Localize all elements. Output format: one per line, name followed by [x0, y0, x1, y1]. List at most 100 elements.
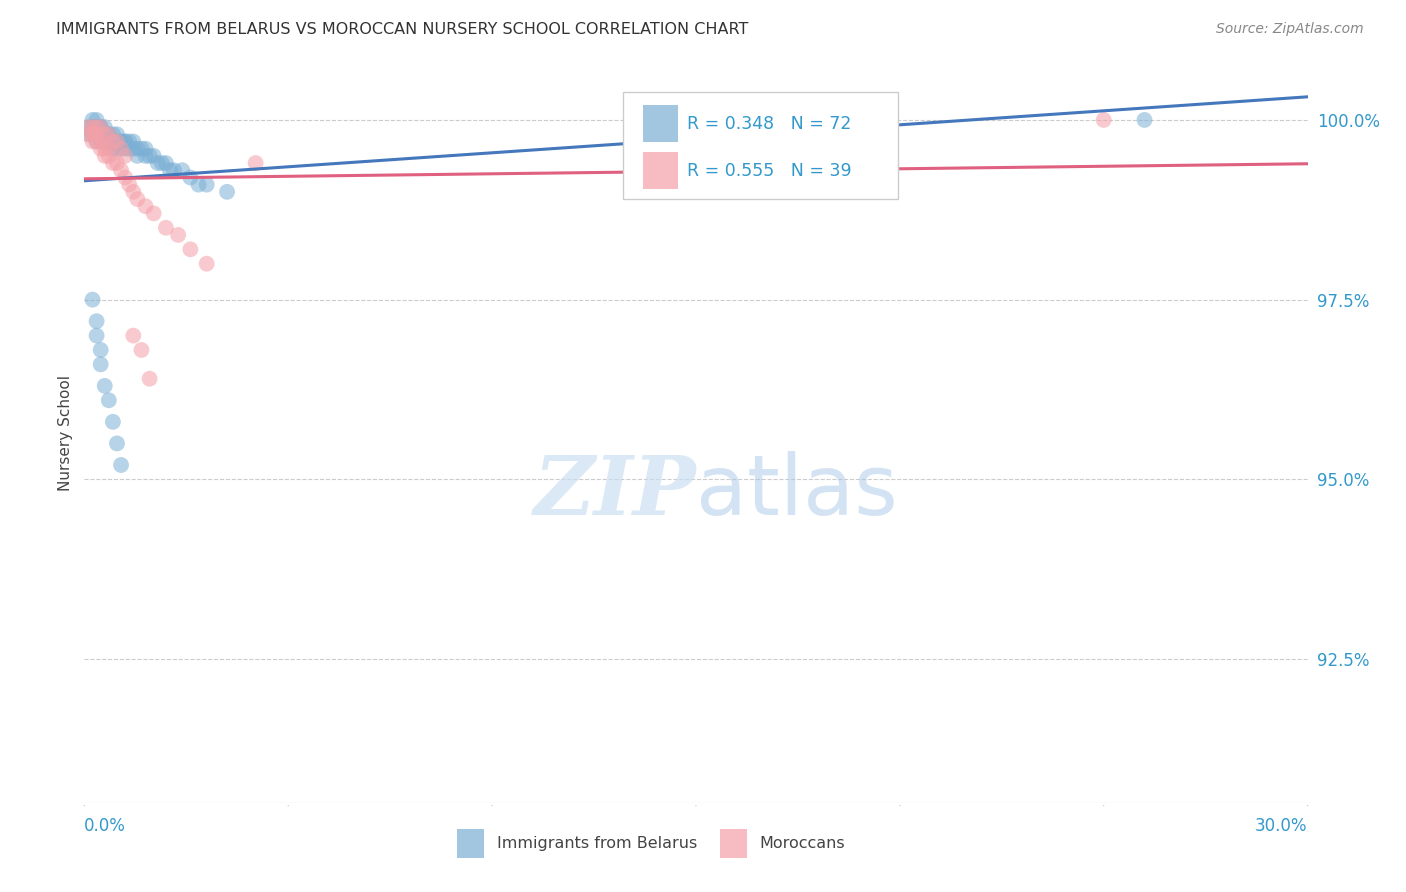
Point: [101, 135, 124, 149]
Point: [97, 135, 120, 149]
Bar: [644, 105, 678, 142]
Point: [135, 142, 157, 156]
Point: [122, 142, 145, 156]
Point: [127, 192, 149, 206]
FancyBboxPatch shape: [623, 92, 898, 200]
Point: [86, 314, 108, 328]
Point: [90, 128, 112, 142]
Point: [114, 149, 136, 163]
Point: [114, 170, 136, 185]
Point: [101, 156, 124, 170]
Point: [706, 112, 728, 127]
Point: [187, 178, 209, 192]
Point: [82, 135, 104, 149]
Point: [110, 142, 132, 156]
Point: [82, 120, 104, 135]
Point: [118, 135, 141, 149]
Point: [142, 206, 165, 220]
Point: [118, 178, 141, 192]
Point: [93, 128, 115, 142]
Point: [131, 343, 153, 357]
Point: [101, 142, 124, 156]
Text: ZIP: ZIP: [533, 452, 696, 532]
Point: [90, 128, 112, 142]
Point: [127, 149, 149, 163]
Text: 30.0%: 30.0%: [1256, 817, 1308, 835]
Point: [163, 163, 186, 178]
Point: [93, 135, 115, 149]
Point: [86, 120, 108, 135]
Point: [90, 357, 112, 371]
Text: Moroccans: Moroccans: [759, 836, 845, 851]
Point: [110, 163, 132, 178]
Point: [93, 135, 115, 149]
Point: [93, 128, 115, 142]
Point: [90, 120, 112, 135]
Point: [90, 343, 112, 357]
Point: [93, 120, 115, 135]
Point: [77, 120, 100, 135]
Point: [82, 120, 104, 135]
Point: [110, 458, 132, 472]
Point: [97, 393, 120, 408]
Point: [77, 120, 100, 135]
Point: [105, 135, 128, 149]
Point: [135, 199, 157, 213]
Point: [122, 135, 145, 149]
Text: Source: ZipAtlas.com: Source: ZipAtlas.com: [1216, 22, 1364, 37]
Point: [167, 227, 190, 242]
Point: [179, 170, 201, 185]
Point: [1133, 112, 1156, 127]
Point: [97, 135, 120, 149]
Point: [82, 128, 104, 142]
Point: [86, 120, 108, 135]
Point: [127, 142, 149, 156]
Y-axis label: Nursery School: Nursery School: [58, 375, 73, 491]
Point: [135, 149, 157, 163]
Point: [142, 149, 165, 163]
Point: [86, 135, 108, 149]
Point: [86, 135, 108, 149]
Point: [105, 156, 128, 170]
Point: [93, 379, 115, 393]
Point: [122, 185, 145, 199]
Point: [131, 142, 153, 156]
Point: [97, 128, 120, 142]
Point: [146, 156, 169, 170]
Point: [105, 135, 128, 149]
Point: [172, 163, 194, 178]
Point: [114, 135, 136, 149]
Point: [90, 142, 112, 156]
Point: [114, 142, 136, 156]
Point: [77, 128, 100, 142]
Point: [217, 185, 239, 199]
Text: 0.0%: 0.0%: [84, 817, 127, 835]
Point: [195, 257, 218, 271]
Point: [90, 120, 112, 135]
Point: [110, 135, 132, 149]
Point: [101, 415, 124, 429]
Point: [93, 128, 115, 142]
Point: [1092, 112, 1115, 127]
Point: [86, 128, 108, 142]
Point: [90, 135, 112, 149]
Point: [82, 120, 104, 135]
Point: [90, 135, 112, 149]
Point: [159, 163, 181, 178]
Point: [93, 142, 115, 156]
Point: [101, 135, 124, 149]
Point: [110, 135, 132, 149]
Text: IMMIGRANTS FROM BELARUS VS MOROCCAN NURSERY SCHOOL CORRELATION CHART: IMMIGRANTS FROM BELARUS VS MOROCCAN NURS…: [56, 22, 748, 37]
Point: [97, 128, 120, 142]
Point: [86, 120, 108, 135]
Point: [179, 243, 201, 257]
Text: R = 0.348   N = 72: R = 0.348 N = 72: [688, 115, 852, 133]
Point: [82, 112, 104, 127]
Point: [97, 142, 120, 156]
Point: [105, 142, 128, 156]
Point: [90, 120, 112, 135]
Point: [118, 142, 141, 156]
Point: [97, 149, 120, 163]
Text: Immigrants from Belarus: Immigrants from Belarus: [496, 836, 697, 851]
Point: [86, 128, 108, 142]
